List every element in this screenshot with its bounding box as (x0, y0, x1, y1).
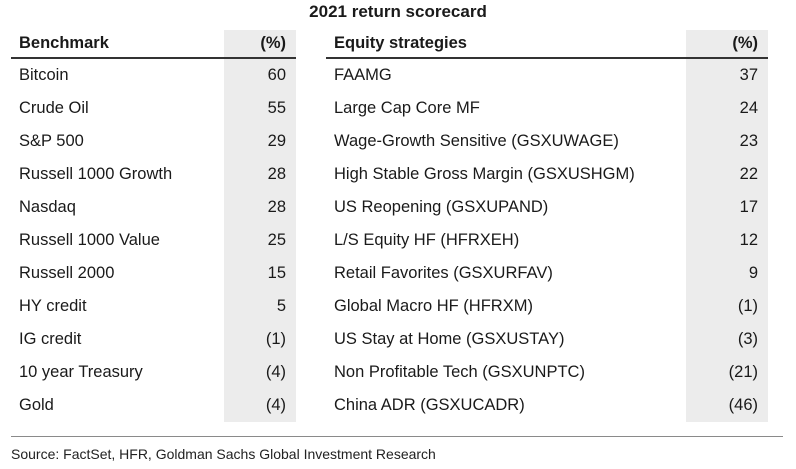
row-value: 23 (686, 125, 768, 158)
table-row: Russell 1000 Growth 28 (11, 158, 296, 191)
row-value: 22 (686, 158, 768, 191)
row-label: Crude Oil (19, 99, 89, 117)
row-value: 55 (224, 92, 296, 125)
row-label: Russell 2000 (19, 264, 115, 282)
row-value: 5 (224, 290, 296, 323)
row-value: 12 (686, 224, 768, 257)
row-label: Retail Favorites (GSXURFAV) (334, 264, 553, 282)
table-row: HY credit 5 (11, 290, 296, 323)
benchmark-column-header: Benchmark (19, 34, 109, 52)
row-label: Russell 1000 Growth (19, 165, 173, 183)
row-value: (46) (686, 389, 768, 422)
source-note: Source: FactSet, HFR, Goldman Sachs Glob… (11, 446, 436, 462)
table-row: Large Cap Core MF 24 (326, 92, 768, 125)
table-row: L/S Equity HF (HFRXEH) 12 (326, 224, 768, 257)
table-row: US Stay at Home (GSXUSTAY) (3) (326, 323, 768, 356)
equity-strategies-table: Equity strategies (%) FAAMG 37 Large Cap C… (326, 30, 768, 422)
row-label: Wage-Growth Sensitive (GSXUWAGE) (334, 132, 619, 150)
row-value: 15 (224, 257, 296, 290)
table-row: Non Profitable Tech (GSXUNPTC) (21) (326, 356, 768, 389)
row-label: FAAMG (334, 66, 392, 84)
equity-strategies-table-body: FAAMG 37 Large Cap Core MF 24 Wage-Growth Se… (326, 59, 768, 422)
row-value: 17 (686, 191, 768, 224)
table-row: FAAMG 37 (326, 59, 768, 92)
row-label: US Stay at Home (GSXUSTAY) (334, 330, 565, 348)
table-row: Russell 2000 15 (11, 257, 296, 290)
row-label: Bitcoin (19, 66, 69, 84)
row-value: (4) (224, 356, 296, 389)
table-row: IG credit (1) (11, 323, 296, 356)
table-row: S&P 500 29 (11, 125, 296, 158)
table-row: Wage-Growth Sensitive (GSXUWAGE) 23 (326, 125, 768, 158)
row-label: IG credit (19, 330, 82, 348)
table-row: Gold (4) (11, 389, 296, 422)
benchmark-table-body: Bitcoin 60 Crude Oil 55 S&P 500 29 Russell 100… (11, 59, 296, 422)
row-label: Gold (19, 396, 54, 414)
table-row: US Reopening (GSXUPAND) 17 (326, 191, 768, 224)
equity-strategies-percent-header: (%) (686, 30, 768, 57)
row-value: 37 (686, 59, 768, 92)
row-label: Non Profitable Tech (GSXUNPTC) (334, 363, 585, 381)
row-label: S&P 500 (19, 132, 84, 150)
row-label: Global Macro HF (HFRXM) (334, 297, 533, 315)
row-label: Russell 1000 Value (19, 231, 160, 249)
equity-strategies-table-header: Equity strategies (%) (326, 30, 768, 59)
table-row: Russell 1000 Value 25 (11, 224, 296, 257)
table-row: 10 year Treasury (4) (11, 356, 296, 389)
benchmark-percent-header: (%) (224, 30, 296, 57)
row-label: L/S Equity HF (HFRXEH) (334, 231, 520, 249)
row-value: (1) (224, 323, 296, 356)
footer-divider (11, 436, 783, 437)
table-row: Retail Favorites (GSXURFAV) 9 (326, 257, 768, 290)
row-value: 25 (224, 224, 296, 257)
benchmark-table: Benchmark (%) Bitcoin 60 Crude Oil 55 S&P 50… (11, 30, 296, 422)
row-label: Large Cap Core MF (334, 99, 480, 117)
row-label: Nasdaq (19, 198, 76, 216)
row-value: 29 (224, 125, 296, 158)
row-value: 28 (224, 191, 296, 224)
table-row: Crude Oil 55 (11, 92, 296, 125)
benchmark-table-header: Benchmark (%) (11, 30, 296, 59)
page-title: 2021 return scorecard (309, 2, 487, 21)
row-value: 24 (686, 92, 768, 125)
row-value: 28 (224, 158, 296, 191)
row-value: (3) (686, 323, 768, 356)
row-value: 9 (686, 257, 768, 290)
row-label: HY credit (19, 297, 87, 315)
row-value: (4) (224, 389, 296, 422)
row-value: 60 (224, 59, 296, 92)
row-label: 10 year Treasury (19, 363, 143, 381)
row-label: US Reopening (GSXUPAND) (334, 198, 549, 216)
table-row: China ADR (GSXUCADR) (46) (326, 389, 768, 422)
row-value: (21) (686, 356, 768, 389)
row-label: High Stable Gross Margin (GSXUSHGM) (334, 165, 635, 183)
row-label: China ADR (GSXUCADR) (334, 396, 525, 414)
table-row: Nasdaq 28 (11, 191, 296, 224)
equity-strategies-column-header: Equity strategies (334, 34, 467, 52)
table-row: High Stable Gross Margin (GSXUSHGM) 22 (326, 158, 768, 191)
table-row: Global Macro HF (HFRXM) (1) (326, 290, 768, 323)
table-row: Bitcoin 60 (11, 59, 296, 92)
row-value: (1) (686, 290, 768, 323)
